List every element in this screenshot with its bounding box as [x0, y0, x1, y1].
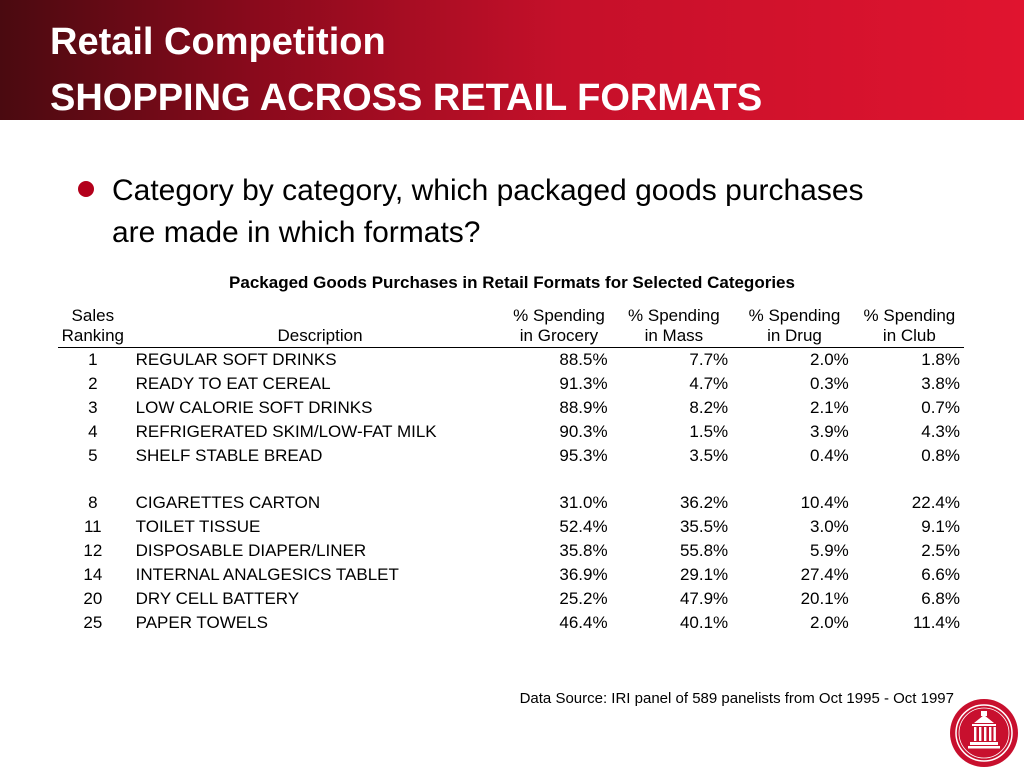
cell-mass: 36.2%	[679, 493, 729, 512]
cell-grocery: 25.2%	[559, 589, 608, 608]
table-row: 12 DISPOSABLE DIAPER/LINER 35.8% 55.8% 5.9% 2…	[58, 539, 964, 563]
header-drug: % Spending in Drug	[734, 306, 855, 348]
header-description: Description	[127, 306, 505, 348]
cell-mass: 7.7%	[689, 350, 729, 369]
cell-description: REFRIGERATED SKIM/LOW-FAT MILK	[135, 422, 437, 441]
cell-drug: 2.0%	[810, 350, 849, 369]
header-mass: % Spending in Mass	[613, 306, 735, 348]
university-seal-icon	[950, 699, 1018, 767]
cell-grocery: 52.4%	[559, 517, 608, 536]
cell-mass: 3.5%	[689, 446, 729, 465]
cell-rank: 3	[88, 398, 98, 417]
cell-description: PAPER TOWELS	[135, 613, 268, 632]
cell-description: INTERNAL ANALGESICS TABLET	[135, 565, 399, 584]
bullet-dot-icon	[78, 181, 94, 197]
cell-grocery: 35.8%	[559, 541, 608, 560]
cell-mass: 55.8%	[679, 541, 729, 560]
cell-mass: 1.5%	[689, 422, 729, 441]
table-row: 8 CIGARETTES CARTON 31.0% 36.2% 10.4% 22.4%	[58, 491, 964, 515]
cell-club: 11.4%	[913, 613, 960, 632]
table-row: 25 PAPER TOWELS 46.4% 40.1% 2.0% 11.4%	[58, 611, 964, 635]
cell-club: 6.8%	[921, 589, 960, 608]
cell-club: 0.8%	[921, 446, 960, 465]
cell-grocery: 88.9%	[559, 398, 608, 417]
cell-drug: 2.1%	[810, 398, 849, 417]
header-club: % Spending in Club	[854, 306, 964, 348]
cell-club: 9.1%	[921, 517, 960, 536]
table-row: 1 REGULAR SOFT DRINKS 88.5% 7.7% 2.0% 1.8%	[58, 348, 964, 373]
table-header-row: Sales Ranking Description % Spending in …	[58, 306, 964, 348]
bullet-text: Category by category, which packaged goo…	[112, 174, 864, 249]
cell-rank: 5	[88, 446, 98, 465]
spending-table: Sales Ranking Description % Spending in …	[58, 306, 964, 635]
table-row: 4 REFRIGERATED SKIM/LOW-FAT MILK 90.3% 1.5%…	[58, 420, 964, 444]
cell-drug: 5.9%	[810, 541, 849, 560]
cell-rank: 20	[83, 589, 103, 608]
cell-club: 4.3%	[921, 422, 960, 441]
data-source-note: Data Source: IRI panel of 589 panelists …	[519, 690, 954, 707]
cell-mass: 40.1%	[679, 613, 729, 632]
cell-description: DRY CELL BATTERY	[135, 589, 300, 608]
cell-rank: 1	[88, 350, 98, 369]
table-row: 3 LOW CALORIE SOFT DRINKS 88.9% 8.2% 2.1% 0.7…	[58, 396, 964, 420]
table-row: 5 SHELF STABLE BREAD 95.3% 3.5% 0.4% 0.8%	[58, 444, 964, 468]
cell-drug: 0.4%	[810, 446, 849, 465]
cell-description: READY TO EAT CEREAL	[135, 374, 331, 393]
title-banner: Retail Competition SHOPPING ACROSS RETAI…	[0, 0, 1024, 120]
cell-club: 1.8%	[921, 350, 960, 369]
cell-description: CIGARETTES CARTON	[135, 493, 321, 512]
cell-grocery: 91.3%	[559, 374, 608, 393]
cell-club: 22.4%	[911, 493, 960, 512]
table-title: Packaged Goods Purchases in Retail Forma…	[229, 273, 795, 292]
cell-drug: 10.4%	[800, 493, 849, 512]
table-row: 20 DRY CELL BATTERY 25.2% 47.9% 20.1% 6.8%	[58, 587, 964, 611]
cell-mass: 8.2%	[689, 398, 729, 417]
cell-mass: 4.7%	[689, 374, 729, 393]
table-row: 11 TOILET TISSUE 52.4% 35.5% 3.0% 9.1%	[58, 515, 964, 539]
cell-grocery: 90.3%	[559, 422, 608, 441]
cell-description: DISPOSABLE DIAPER/LINER	[135, 541, 367, 560]
cell-rank: 2	[88, 374, 98, 393]
cell-grocery: 36.9%	[559, 565, 608, 584]
cell-description: REGULAR SOFT DRINKS	[135, 350, 337, 369]
cell-description: TOILET TISSUE	[135, 517, 261, 536]
cell-club: 2.5%	[921, 541, 960, 560]
table-spacer-row	[58, 468, 964, 491]
cell-club: 3.8%	[921, 374, 960, 393]
cell-rank: 11	[83, 517, 102, 536]
cell-mass: 29.1%	[679, 565, 729, 584]
cell-description: LOW CALORIE SOFT DRINKS	[135, 398, 373, 417]
cell-mass: 35.5%	[679, 517, 729, 536]
cell-grocery: 31.0%	[559, 493, 608, 512]
cell-drug: 0.3%	[810, 374, 849, 393]
cell-rank: 12	[83, 541, 103, 560]
cell-rank: 8	[88, 493, 98, 512]
cell-grocery: 95.3%	[559, 446, 608, 465]
cell-drug: 20.1%	[800, 589, 849, 608]
cell-rank: 14	[83, 565, 103, 584]
cell-drug: 27.4%	[800, 565, 849, 584]
cell-grocery: 46.4%	[559, 613, 608, 632]
slide-subtitle: SHOPPING ACROSS RETAIL FORMATS	[50, 77, 763, 119]
cell-drug: 3.0%	[810, 517, 849, 536]
cell-rank: 4	[88, 422, 98, 441]
header-sales-ranking: Sales Ranking	[58, 306, 128, 348]
header-grocery: % Spending in Grocery	[504, 306, 614, 348]
slide-title: Retail Competition	[50, 21, 386, 63]
cell-rank: 25	[83, 613, 103, 632]
cell-description: SHELF STABLE BREAD	[135, 446, 323, 465]
cell-drug: 2.0%	[810, 613, 849, 632]
table-body: 1 REGULAR SOFT DRINKS 88.5% 7.7% 2.0% 1.8% 2 RE…	[58, 348, 964, 636]
cell-club: 6.6%	[921, 565, 960, 584]
cell-grocery: 88.5%	[559, 350, 608, 369]
table-row: 14 INTERNAL ANALGESICS TABLET 36.9% 29.1% 27…	[58, 563, 964, 587]
cell-club: 0.7%	[921, 398, 960, 417]
cell-mass: 47.9%	[679, 589, 729, 608]
cell-drug: 3.9%	[810, 422, 849, 441]
table-row: 2 READY TO EAT CEREAL 91.3% 4.7% 0.3% 3.8%	[58, 372, 964, 396]
